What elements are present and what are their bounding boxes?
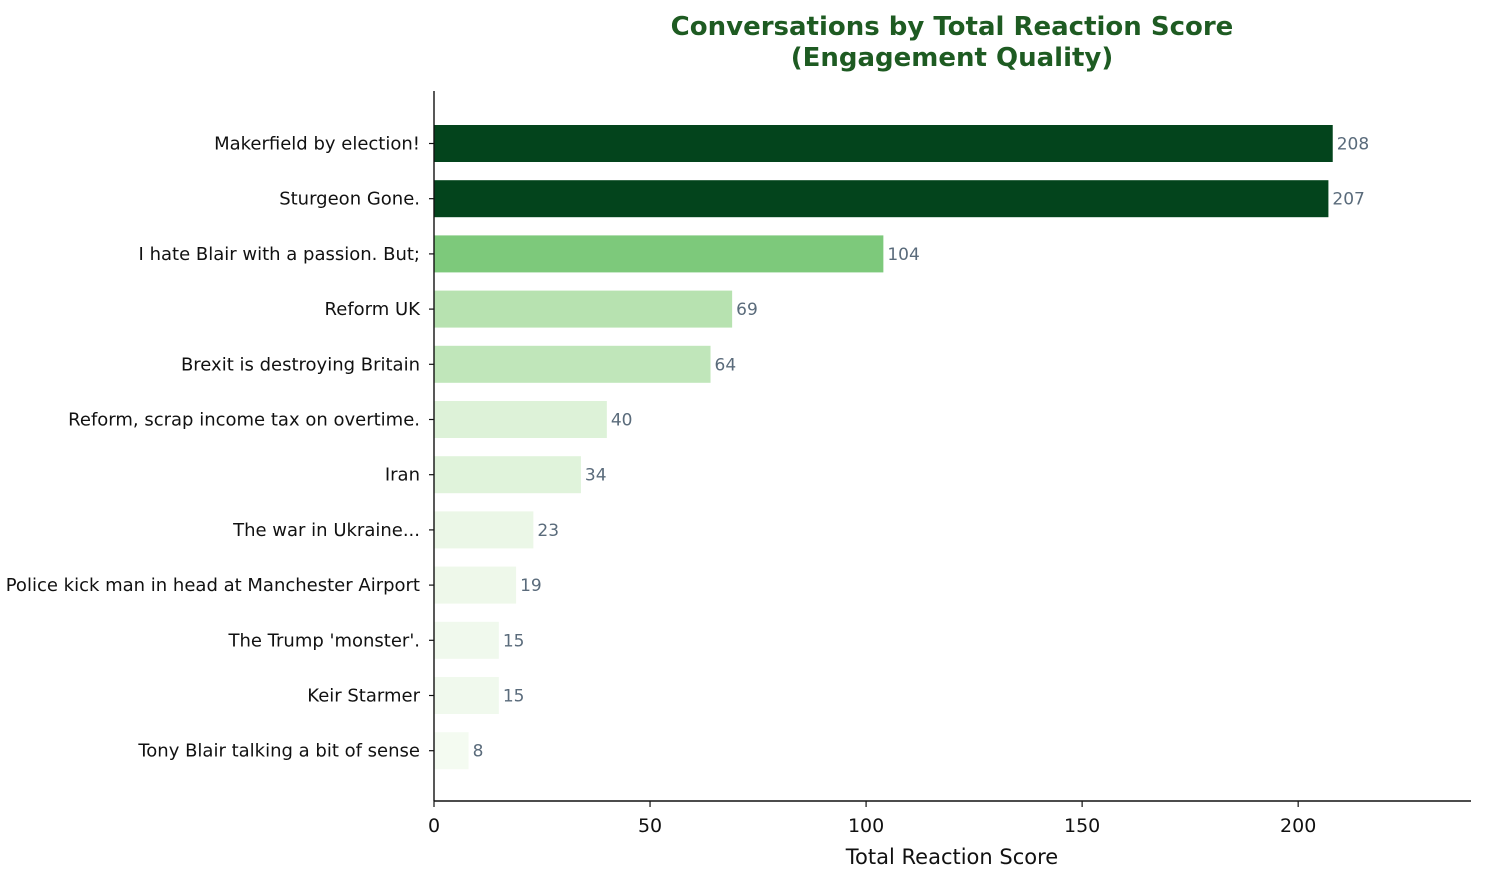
bar-value-label: 104: [887, 245, 919, 265]
chart-title-line1: Conversations by Total Reaction Score: [671, 12, 1234, 42]
bar: [434, 125, 1333, 162]
x-tick-label: 100: [848, 815, 884, 837]
bar: [434, 511, 534, 549]
x-tick-label: 150: [1064, 815, 1100, 837]
x-tick-label: 200: [1280, 815, 1316, 837]
bar: [434, 621, 499, 659]
bar-value-label: 15: [503, 687, 525, 707]
x-tick-label: 50: [638, 815, 662, 837]
bar-value-label: 8: [473, 742, 484, 762]
bar: [434, 235, 884, 273]
bar-value-label: 208: [1337, 135, 1369, 155]
y-tick-label: Brexit is destroying Britain: [181, 354, 420, 375]
bar: [434, 345, 711, 383]
bar: [434, 677, 499, 714]
y-tick-label: The Trump 'monster'.: [227, 630, 420, 651]
bar-value-label: 34: [585, 466, 607, 486]
axes-group: Makerfield by election! Sturgeon Gone. I h…: [6, 91, 1471, 837]
x-tick-label: 0: [428, 815, 440, 837]
bar: [434, 290, 733, 328]
bar: [434, 456, 581, 494]
y-tick-label: Sturgeon Gone.: [279, 189, 420, 210]
bar-value-label: 69: [736, 300, 758, 320]
y-tick-label: Reform, scrap income tax on overtime.: [68, 410, 420, 431]
bar-value-label: 23: [537, 521, 559, 541]
bar-value-label: 19: [520, 576, 542, 596]
bars-group: 208 207 104 69 64 40 34 23 19 15 15 8: [434, 125, 1369, 770]
y-tick-label: Reform UK: [325, 299, 422, 320]
y-tick-label: Keir Starmer: [307, 686, 420, 707]
y-tick-label: Iran: [385, 465, 420, 486]
bar-value-label: 15: [503, 631, 525, 651]
bar: [434, 180, 1329, 218]
chart-title-line2: (Engagement Quality): [791, 43, 1114, 73]
y-tick-label: The war in Ukraine...: [232, 520, 420, 541]
x-axis-label: Total Reaction Score: [845, 845, 1058, 869]
bar-value-label: 40: [611, 411, 633, 431]
y-tick-label: Police kick man in head at Manchester Ai…: [6, 575, 420, 596]
y-tick-label: Makerfield by election!: [214, 134, 420, 155]
bar: [434, 566, 517, 604]
bar: [434, 732, 469, 770]
bar: [434, 401, 607, 438]
bar-value-label: 207: [1332, 190, 1364, 210]
y-tick-label: I hate Blair with a passion. But;: [139, 244, 420, 265]
bar-value-label: 64: [715, 355, 737, 375]
y-tick-label: Tony Blair talking a bit of sense: [137, 741, 420, 762]
